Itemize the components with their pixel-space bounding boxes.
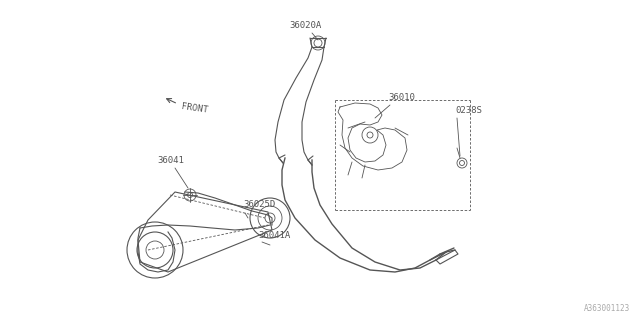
Text: FRONT: FRONT bbox=[181, 102, 209, 114]
Text: 36025D: 36025D bbox=[243, 200, 275, 209]
Text: 36041: 36041 bbox=[157, 156, 184, 165]
Text: 36010: 36010 bbox=[388, 93, 415, 102]
Text: 0238S: 0238S bbox=[455, 106, 482, 115]
Text: 36020A: 36020A bbox=[289, 21, 321, 30]
Text: 36041A: 36041A bbox=[258, 231, 291, 240]
Text: A363001123: A363001123 bbox=[584, 304, 630, 313]
